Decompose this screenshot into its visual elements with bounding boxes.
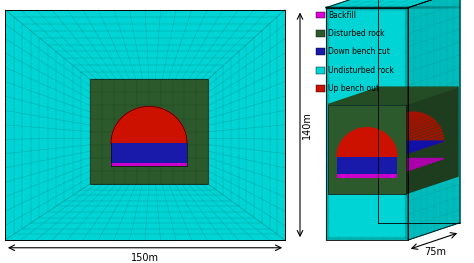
Polygon shape — [343, 123, 390, 140]
Bar — [90, 79, 208, 184]
Polygon shape — [386, 119, 433, 135]
Text: Undisturbed rock: Undisturbed rock — [328, 66, 394, 75]
Polygon shape — [339, 130, 386, 147]
Polygon shape — [341, 125, 389, 142]
Bar — [337, 174, 397, 178]
Bar — [316, 30, 325, 37]
Polygon shape — [408, 0, 460, 240]
Polygon shape — [373, 113, 421, 129]
Polygon shape — [388, 120, 436, 137]
Polygon shape — [394, 129, 442, 146]
Polygon shape — [349, 118, 396, 134]
Polygon shape — [338, 133, 385, 149]
Polygon shape — [396, 135, 443, 151]
Bar — [337, 157, 397, 174]
Polygon shape — [365, 112, 412, 128]
Bar — [316, 67, 325, 74]
Polygon shape — [393, 127, 440, 144]
Polygon shape — [379, 114, 426, 130]
Polygon shape — [337, 141, 444, 157]
Polygon shape — [337, 159, 444, 174]
Polygon shape — [406, 87, 458, 194]
Text: Backfill: Backfill — [328, 11, 356, 19]
Polygon shape — [383, 117, 431, 133]
Polygon shape — [395, 132, 443, 149]
Polygon shape — [345, 121, 392, 138]
Polygon shape — [367, 112, 415, 128]
Polygon shape — [356, 114, 404, 130]
Polygon shape — [392, 125, 439, 141]
Bar — [111, 143, 187, 163]
Bar — [326, 8, 408, 240]
Bar — [326, 8, 408, 240]
Polygon shape — [397, 138, 444, 154]
Polygon shape — [381, 115, 429, 132]
Polygon shape — [337, 138, 384, 155]
Polygon shape — [376, 113, 424, 129]
Polygon shape — [354, 115, 401, 131]
Bar — [111, 163, 187, 166]
Polygon shape — [326, 0, 460, 8]
Polygon shape — [359, 113, 407, 129]
Bar — [5, 10, 285, 240]
Bar — [316, 12, 325, 18]
Bar — [316, 85, 325, 92]
Polygon shape — [111, 107, 187, 143]
Text: 75m: 75m — [424, 247, 446, 257]
Polygon shape — [362, 112, 410, 128]
Text: Up bench out: Up bench out — [328, 84, 379, 93]
Bar — [316, 48, 325, 55]
Polygon shape — [390, 123, 438, 139]
Polygon shape — [397, 140, 444, 157]
Polygon shape — [351, 116, 399, 132]
Text: Disturbed rock: Disturbed rock — [328, 29, 384, 38]
Polygon shape — [328, 87, 458, 104]
Bar — [328, 104, 406, 194]
Polygon shape — [340, 128, 387, 144]
Text: Down bench cut: Down bench cut — [328, 47, 390, 56]
Text: 140m: 140m — [302, 111, 312, 139]
Polygon shape — [337, 136, 384, 152]
Polygon shape — [346, 119, 394, 135]
Text: 150m: 150m — [131, 252, 159, 262]
Polygon shape — [370, 112, 418, 128]
Polygon shape — [337, 128, 397, 157]
Bar — [5, 10, 285, 240]
